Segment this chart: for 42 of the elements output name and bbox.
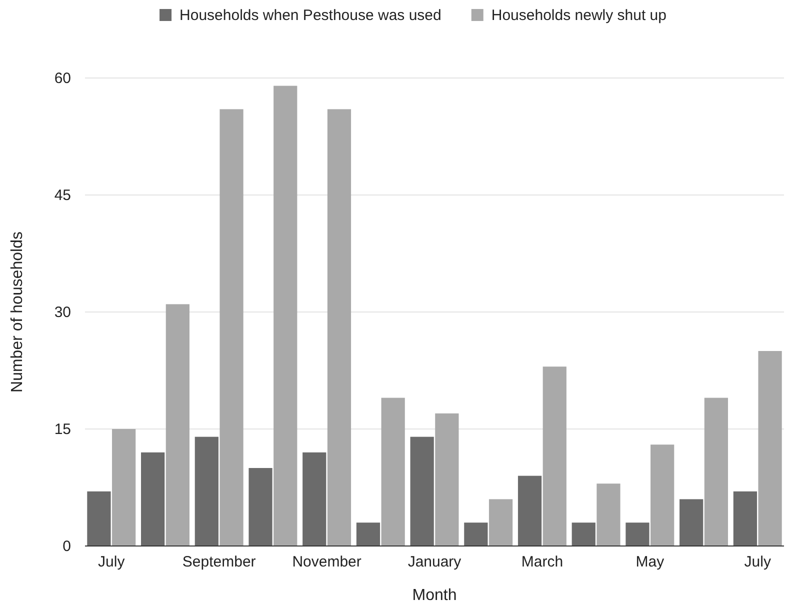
bar	[518, 476, 542, 546]
bar	[542, 366, 566, 546]
bar	[356, 522, 380, 546]
bar	[410, 436, 434, 546]
bar	[248, 468, 272, 546]
bar	[596, 484, 620, 546]
bar	[733, 491, 757, 546]
y-tick-label: 45	[54, 186, 71, 204]
x-tick-label: March	[521, 554, 564, 571]
bar	[626, 522, 650, 546]
bar	[327, 109, 352, 546]
bar	[166, 304, 190, 546]
legend-label: Households when Pesthouse was used	[180, 7, 442, 24]
bar	[302, 452, 326, 546]
bar	[194, 436, 218, 546]
x-tick-label: November	[292, 554, 362, 571]
y-tick-label: 60	[54, 70, 71, 87]
bar	[650, 444, 674, 546]
x-tick-label: January	[408, 554, 462, 571]
y-tick-label: 15	[54, 420, 71, 438]
y-tick-label: 0	[62, 538, 71, 555]
bar	[680, 499, 704, 546]
bar	[488, 499, 513, 546]
bar	[141, 452, 165, 546]
x-tick-label: July	[98, 554, 126, 571]
bar	[464, 522, 488, 546]
y-axis-title: Number of households	[9, 232, 26, 392]
x-tick-label: September	[182, 554, 256, 571]
x-axis-title: Month	[412, 587, 457, 604]
y-tick-label: 30	[54, 304, 71, 321]
bar	[112, 429, 136, 546]
bar	[758, 351, 782, 546]
bar	[87, 491, 111, 546]
bar	[274, 86, 298, 546]
bar	[572, 522, 596, 546]
bar	[381, 398, 405, 546]
bar	[435, 413, 459, 546]
bar	[220, 109, 244, 546]
x-tick-label: July	[744, 554, 772, 571]
x-tick-label: May	[636, 554, 665, 571]
bar	[704, 398, 728, 546]
legend-label: Households newly shut up	[491, 7, 666, 24]
